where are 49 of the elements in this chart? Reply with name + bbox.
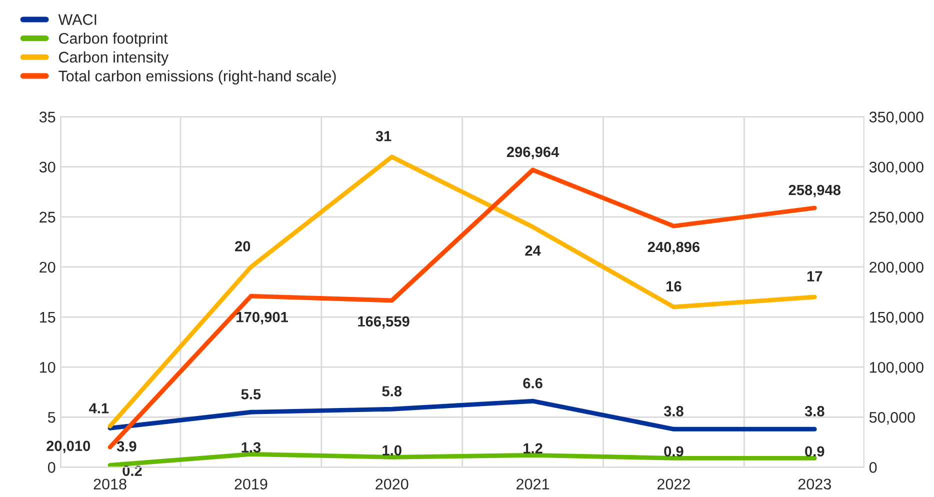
data-label: 166,559: [358, 316, 410, 329]
data-label: 20,010: [46, 440, 90, 454]
data-label: 20: [235, 241, 250, 252]
data-label: 16: [666, 281, 682, 292]
y-tick-label: 35: [39, 112, 56, 122]
y2-tick-label: 0: [869, 462, 877, 473]
data-label: 4.1: [89, 403, 109, 414]
y-tick-label: 15: [40, 312, 56, 323]
y2-tick-label: 100,000: [870, 362, 924, 375]
y-tick-label: 5: [48, 412, 56, 423]
legend-label: Total carbon emissions (right-hand scale): [58, 70, 336, 84]
y2-tick-label: 50,000: [869, 412, 915, 425]
y2-tick-label: 300,000: [869, 162, 924, 174]
y2-tick-label: 250,000: [870, 212, 924, 224]
data-label: 5.5: [241, 389, 261, 400]
data-label: 1.2: [524, 443, 542, 454]
data-label: 24: [525, 246, 541, 256]
legend-label: WACI: [58, 14, 96, 25]
x-tick-label: 2020: [376, 478, 408, 490]
y-tick-label: 30: [39, 162, 56, 173]
data-label: 6.6: [523, 378, 542, 388]
y-tick-label: 0: [48, 462, 56, 473]
data-label: 240,896: [648, 242, 700, 254]
data-label: 31: [376, 130, 392, 142]
x-tick-label: 2018: [94, 478, 126, 490]
y2-tick-label: 150,000: [870, 312, 924, 325]
data-label: 5.8: [382, 386, 402, 396]
y-tick-label: 20: [40, 262, 56, 273]
x-tick-label: 2019: [234, 478, 268, 490]
legend-label: Carbon intensity: [59, 51, 169, 66]
data-label: 3.8: [664, 406, 684, 416]
data-label: 170,901: [236, 312, 288, 324]
y2-tick-label: 200,000: [870, 262, 924, 274]
data-label: 296,964: [506, 146, 560, 160]
x-tick-label: 2022: [657, 478, 690, 490]
data-label: 1.0: [382, 445, 402, 456]
data-label: 3.8: [804, 406, 824, 416]
data-label: 1.3: [242, 442, 261, 453]
x-tick-label: 2023: [798, 478, 831, 490]
data-label: 17: [807, 271, 822, 282]
data-label: 0.9: [664, 446, 684, 457]
data-label: 258,948: [788, 184, 841, 198]
data-label: 0.9: [805, 446, 824, 457]
data-label: 3.9: [116, 441, 136, 452]
legend-label: Carbon footprint: [59, 32, 168, 47]
y-tick-label: 25: [40, 212, 56, 223]
y-tick-label: 10: [40, 362, 56, 373]
x-tick-label: 2021: [516, 478, 550, 490]
y2-tick-label: 350,000: [869, 112, 924, 124]
